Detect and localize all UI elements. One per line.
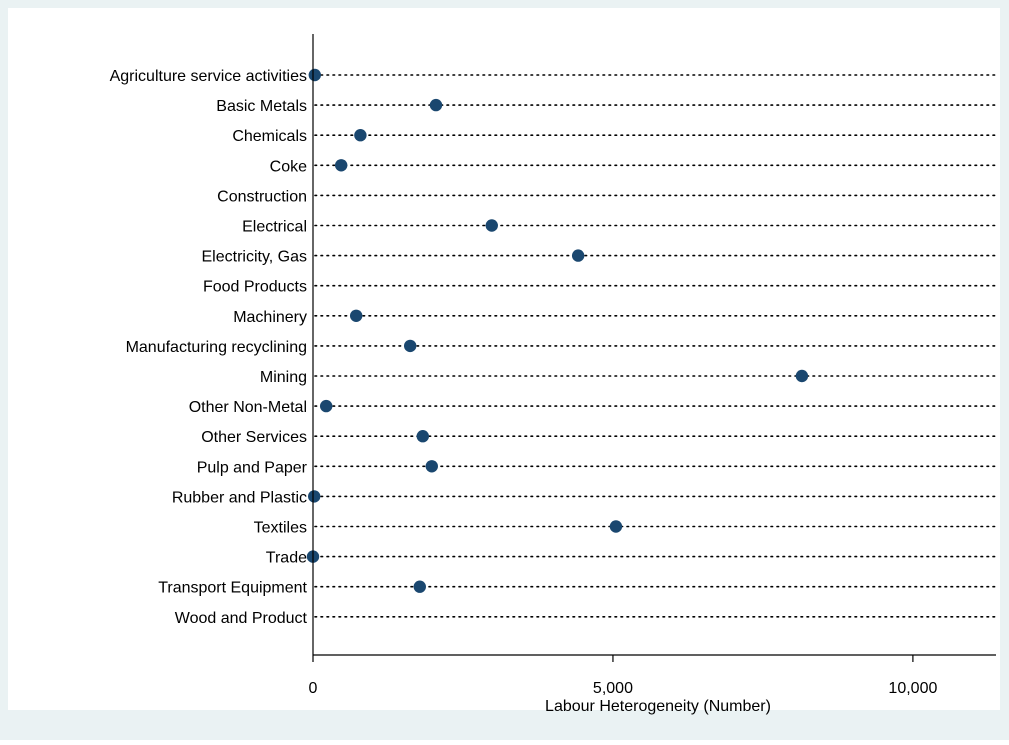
data-point	[609, 520, 623, 533]
category-label: Transport Equipment	[158, 580, 307, 597]
data-point	[319, 399, 333, 413]
category-label: Manufacturing recyclining	[126, 339, 307, 356]
category-label: Wood and Product	[175, 610, 308, 627]
category-label: Other Non-Metal	[189, 399, 307, 416]
category-label: Chemicals	[232, 128, 307, 145]
category-label: Textiles	[254, 520, 307, 537]
x-axis-title: Labour Heterogeneity (Number)	[545, 698, 771, 715]
data-point	[307, 490, 321, 503]
category-label: Food Products	[203, 279, 307, 296]
data-point	[795, 369, 809, 383]
data-point	[349, 309, 363, 322]
category-label: Rubber and Plastic	[172, 489, 307, 506]
category-label: Agriculture service activities	[110, 68, 307, 85]
data-point	[429, 98, 443, 112]
category-label: Pulp and Paper	[197, 459, 308, 476]
category-label: Trade	[266, 550, 307, 567]
category-label: Basic Metals	[216, 98, 307, 115]
plot-area	[8, 8, 1000, 710]
data-point	[334, 159, 348, 172]
x-tick-label: 0	[309, 680, 318, 697]
data-point	[354, 129, 367, 142]
data-point	[416, 430, 429, 443]
data-point	[403, 339, 417, 353]
data-point	[485, 219, 498, 232]
category-label: Machinery	[233, 309, 307, 326]
category-label: Electricity, Gas	[202, 249, 308, 266]
data-point	[308, 68, 321, 82]
data-point	[571, 249, 585, 262]
guide-lines	[314, 74, 997, 618]
data-markers	[306, 68, 809, 593]
category-label: Mining	[260, 369, 307, 386]
category-label: Coke	[270, 158, 307, 175]
category-label: Electrical	[242, 219, 307, 236]
category-label: Other Services	[201, 429, 307, 446]
x-tick-label: 5,000	[593, 680, 633, 697]
data-point	[413, 580, 426, 593]
x-tick-label: 10,000	[888, 680, 937, 697]
category-label: Construction	[217, 188, 307, 205]
data-point	[425, 460, 438, 473]
category-labels: Agriculture service activities Basic Meta…	[110, 68, 308, 627]
